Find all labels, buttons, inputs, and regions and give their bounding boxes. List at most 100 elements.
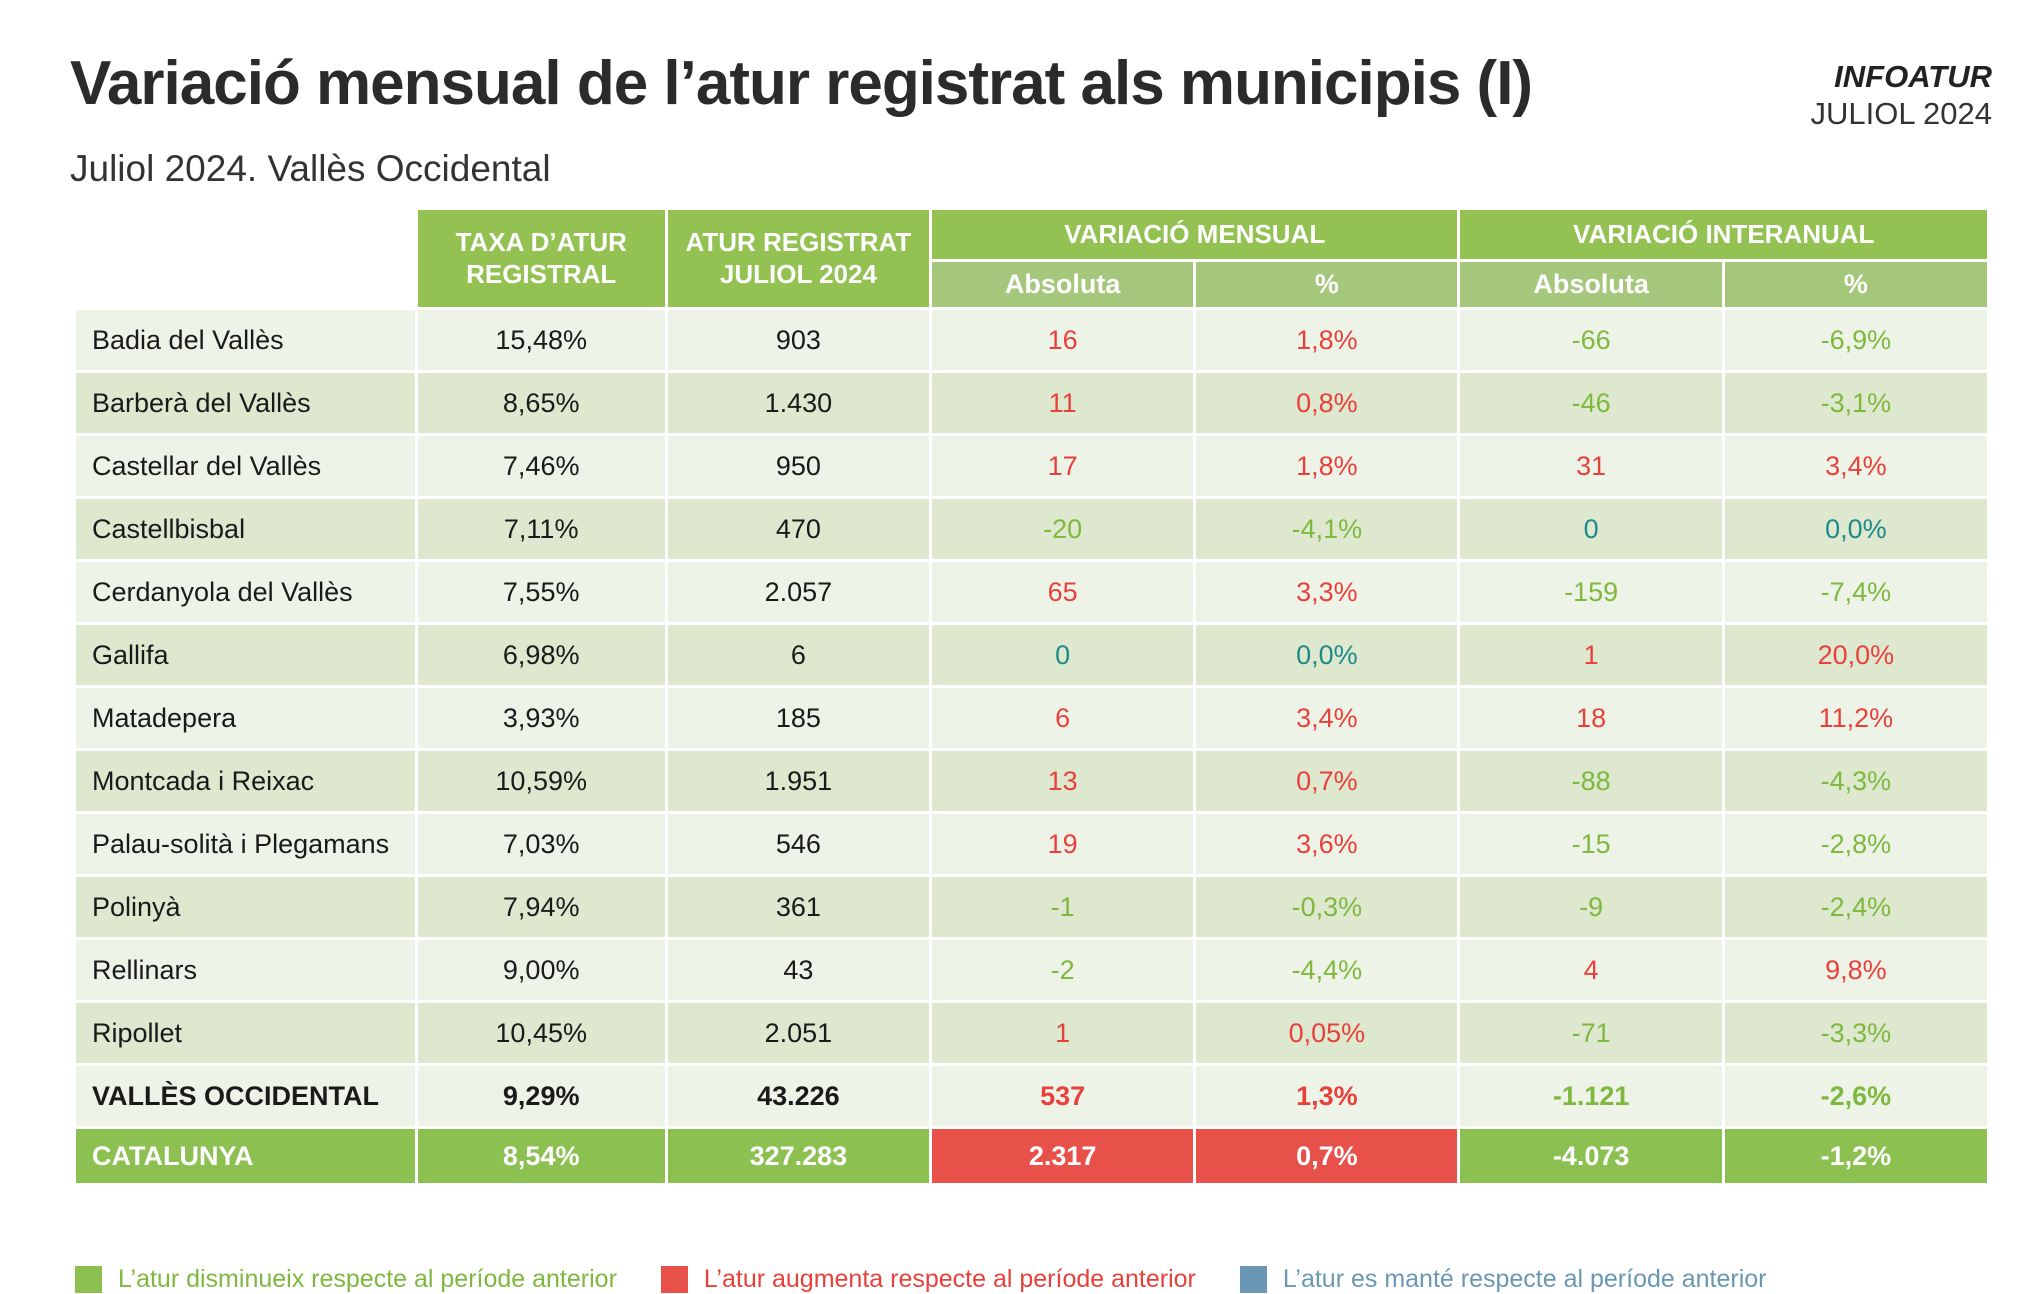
cell-interanual-absoluta: 1 (1460, 625, 1722, 685)
page-subtitle: Juliol 2024. Vallès Occidental (70, 148, 551, 189)
cell-municipi: Badia del Vallès (76, 310, 415, 370)
cell-taxa: 8,65% (417, 373, 665, 433)
table-row: Rellinars 9,00% 43 -2 -4,4% 4 9,8% (76, 940, 1987, 1000)
cell-interanual-pct: 9,8% (1724, 940, 1987, 1000)
cell-mensual-pct: 0,7% (1196, 751, 1458, 811)
cell-atur: 361 (667, 877, 930, 937)
cell-mensual-absoluta: 1 (932, 1003, 1194, 1063)
header-variacio-interanual: VARIACIÓ INTERANUAL (1460, 210, 1987, 259)
cell-interanual-pct: -2,4% (1724, 877, 1987, 937)
cell-interanual-pct: -4,3% (1724, 751, 1987, 811)
cell-mensual-absoluta: 16 (932, 310, 1194, 370)
cell-mensual-absoluta: -2 (932, 940, 1194, 1000)
cell-atur: 546 (667, 814, 930, 874)
cell-atur: 950 (667, 436, 930, 496)
brand-period: JULIOL 2024 (1810, 96, 1992, 132)
cell-taxa: 3,93% (417, 688, 665, 748)
cell-atur: 2.057 (667, 562, 930, 622)
cell-interanual-absoluta: -9 (1460, 877, 1722, 937)
cell-mensual-pct: 0,7% (1196, 1129, 1458, 1183)
cell-interanual-absoluta: -1.121 (1460, 1066, 1722, 1126)
cell-municipi: Castellar del Vallès (76, 436, 415, 496)
legend-item-decrease: L’atur disminueix respecte al període an… (75, 1265, 617, 1294)
legend-swatch-decrease (75, 1266, 102, 1293)
legend-label-decrease: L’atur disminueix respecte al període an… (118, 1265, 617, 1293)
table-row: Castellbisbal 7,11% 470 -20 -4,1% 0 0,0% (76, 499, 1987, 559)
legend: L’atur disminueix respecte al període an… (75, 1265, 1811, 1294)
cell-municipi: Matadepera (76, 688, 415, 748)
header-atur: ATUR REGISTRAT JULIOL 2024 (667, 210, 930, 307)
cell-atur: 1.951 (667, 751, 930, 811)
header-interanual-pct: % (1724, 262, 1987, 307)
cell-atur: 903 (667, 310, 930, 370)
cell-municipi: Barberà del Vallès (76, 373, 415, 433)
cell-municipi: Castellbisbal (76, 499, 415, 559)
cell-interanual-pct: -3,3% (1724, 1003, 1987, 1063)
cell-interanual-absoluta: -66 (1460, 310, 1722, 370)
cell-interanual-absoluta: 0 (1460, 499, 1722, 559)
cell-municipi: Cerdanyola del Vallès (76, 562, 415, 622)
cell-municipi: Montcada i Reixac (76, 751, 415, 811)
cell-interanual-pct: -2,8% (1724, 814, 1987, 874)
table-row: Barberà del Vallès 8,65% 1.430 11 0,8% -46 -3,… (76, 373, 1987, 433)
cell-taxa: 9,00% (417, 940, 665, 1000)
cell-mensual-pct: 3,4% (1196, 688, 1458, 748)
cell-interanual-absoluta: -46 (1460, 373, 1722, 433)
cell-taxa: 7,46% (417, 436, 665, 496)
cell-atur: 43.226 (667, 1066, 930, 1126)
cell-mensual-absoluta: 17 (932, 436, 1194, 496)
cell-municipi: Rellinars (76, 940, 415, 1000)
cell-taxa: 6,98% (417, 625, 665, 685)
cell-mensual-pct: 1,8% (1196, 310, 1458, 370)
table-row: Polinyà 7,94% 361 -1 -0,3% -9 -2,4% (76, 877, 1987, 937)
cell-taxa: 7,55% (417, 562, 665, 622)
legend-swatch-increase (660, 1266, 688, 1293)
cell-interanual-pct: -3,1% (1724, 373, 1987, 433)
cell-mensual-absoluta: 65 (932, 562, 1194, 622)
cell-interanual-pct: 3,4% (1724, 436, 1987, 496)
cell-mensual-absoluta: 537 (932, 1066, 1194, 1126)
header-mensual-pct: % (1196, 262, 1458, 307)
cell-interanual-pct: -2,6% (1724, 1066, 1987, 1126)
legend-swatch-same (1239, 1266, 1267, 1293)
cell-mensual-pct: 1,3% (1196, 1066, 1458, 1126)
cell-atur: 470 (667, 499, 930, 559)
cell-interanual-pct: 11,2% (1724, 688, 1987, 748)
table-row: Gallifa 6,98% 6 0 0,0% 1 20,0% (76, 625, 1987, 685)
cell-taxa: 15,48% (417, 310, 665, 370)
cell-mensual-pct: 0,05% (1196, 1003, 1458, 1063)
legend-item-same: L’atur es manté respecte al període ante… (1239, 1265, 1767, 1294)
cell-mensual-pct: 3,3% (1196, 562, 1458, 622)
table-row-total: VALLÈS OCCIDENTAL 9,29% 43.226 537 1,3% -1.12… (76, 1066, 1987, 1126)
legend-label-increase: L’atur augmenta respecte al període ante… (703, 1265, 1196, 1293)
cell-interanual-absoluta: -15 (1460, 814, 1722, 874)
cell-municipi: Palau-solità i Plegamans (76, 814, 415, 874)
cell-taxa: 10,59% (417, 751, 665, 811)
brand-name: INFOATUR (1834, 59, 1992, 94)
cell-mensual-pct: -4,4% (1196, 940, 1458, 1000)
cell-mensual-absoluta: 19 (932, 814, 1194, 874)
unemployment-table: TAXA D’ATUR REGISTRAL ATUR REGISTRAT JUL… (73, 207, 1990, 1186)
cell-atur: 185 (667, 688, 930, 748)
table-row: Palau-solità i Plegamans 7,03% 546 19 3,6% -1… (76, 814, 1987, 874)
cell-mensual-pct: 3,6% (1196, 814, 1458, 874)
legend-label-same: L’atur es manté respecte al període ante… (1282, 1265, 1767, 1293)
cell-mensual-pct: 1,8% (1196, 436, 1458, 496)
cell-taxa: 10,45% (417, 1003, 665, 1063)
cell-interanual-pct: -7,4% (1724, 562, 1987, 622)
cell-municipi: VALLÈS OCCIDENTAL (76, 1066, 415, 1126)
cell-interanual-absoluta: -4.073 (1460, 1129, 1722, 1183)
cell-mensual-absoluta: 13 (932, 751, 1194, 811)
legend-item-increase: L’atur augmenta respecte al període ante… (660, 1265, 1196, 1294)
cell-mensual-absoluta: -1 (932, 877, 1194, 937)
cell-taxa: 8,54% (417, 1129, 665, 1183)
header-interanual-absoluta: Absoluta (1460, 262, 1722, 307)
cell-mensual-absoluta: -20 (932, 499, 1194, 559)
cell-mensual-absoluta: 11 (932, 373, 1194, 433)
header-blank (76, 210, 415, 307)
cell-interanual-pct: 0,0% (1724, 499, 1987, 559)
cell-taxa: 7,94% (417, 877, 665, 937)
table-row: Badia del Vallès 15,48% 903 16 1,8% -66 -6,9% (76, 310, 1987, 370)
table-row: Cerdanyola del Vallès 7,55% 2.057 65 3,3% -15… (76, 562, 1987, 622)
header-variacio-mensual: VARIACIÓ MENSUAL (932, 210, 1458, 259)
